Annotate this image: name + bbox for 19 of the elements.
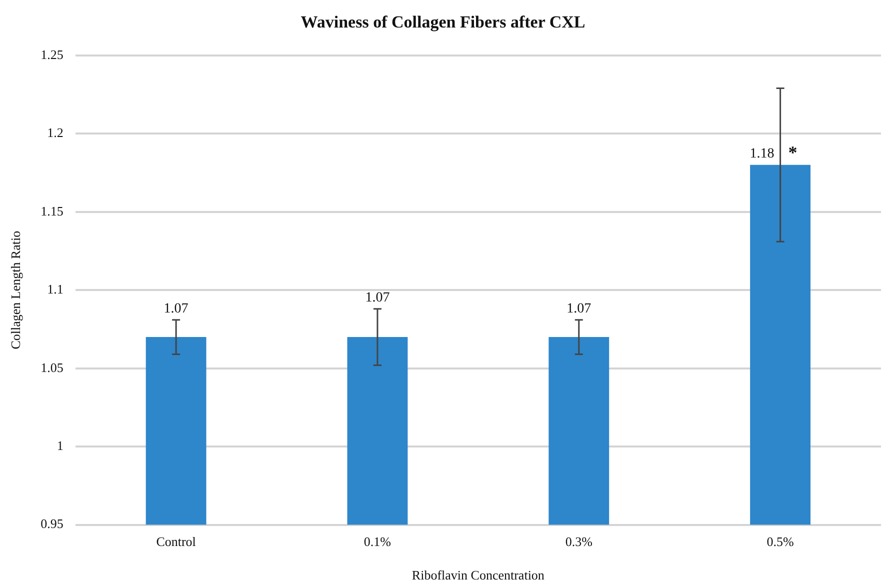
- y-tick-label: 1.1: [47, 282, 64, 297]
- x-tick-label: 0.1%: [364, 534, 392, 550]
- x-tick-label: Control: [156, 534, 196, 550]
- chart-title: Waviness of Collagen Fibers after CXL: [300, 12, 586, 32]
- x-tick-label: 0.5%: [766, 534, 794, 550]
- y-tick-label: 1: [56, 438, 64, 453]
- annotation: *: [788, 142, 798, 163]
- y-tick-label: 1.2: [47, 125, 64, 140]
- data-label: 1.07: [365, 290, 390, 306]
- x-tick-label: 0.3%: [565, 534, 593, 550]
- data-label: 1.07: [164, 302, 188, 316]
- y-tick-label: 1.25: [40, 46, 64, 62]
- y-tick-label: 1.05: [40, 360, 64, 375]
- y-tick-label: 0.95: [40, 516, 64, 532]
- y-tick-label: 1.15: [40, 203, 64, 218]
- data-label: 1.18: [750, 146, 774, 162]
- y-axis-title: Collagen Length Ratio: [8, 230, 24, 350]
- data-label: 1.07: [566, 302, 592, 316]
- x-axis-title: Riboflavin Concentration: [412, 568, 545, 583]
